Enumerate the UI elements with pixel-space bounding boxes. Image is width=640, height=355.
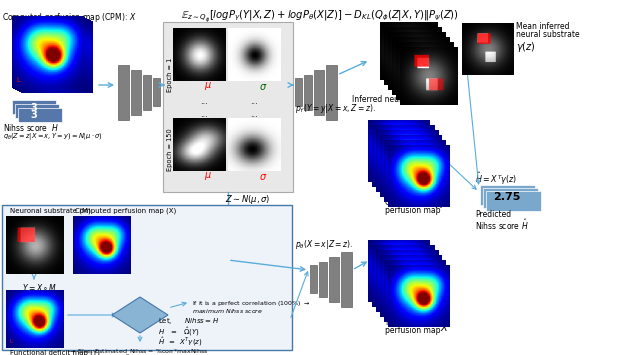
Bar bbox=[143, 75, 151, 110]
Text: $\rightarrow$ Else, Estimated_Nihss = %corr*maxNihss: $\rightarrow$ Else, Estimated_Nihss = %c… bbox=[68, 348, 209, 355]
Bar bbox=[131, 70, 141, 115]
Bar bbox=[310, 265, 317, 293]
Bar bbox=[341, 252, 352, 307]
Bar bbox=[12, 100, 56, 114]
Text: Reconstructed: Reconstructed bbox=[385, 318, 440, 327]
Text: Let,      $Nihss = H$: Let, $Nihss = H$ bbox=[158, 316, 219, 326]
Text: $\gamma(z)$: $\gamma(z)$ bbox=[516, 40, 536, 54]
Text: Inferred neural substrate: Inferred neural substrate bbox=[352, 95, 448, 104]
Bar bbox=[295, 78, 302, 106]
Bar bbox=[304, 75, 312, 110]
Text: Predicted: Predicted bbox=[475, 210, 511, 219]
Text: Computed perfusion map (X): Computed perfusion map (X) bbox=[75, 208, 176, 214]
Text: $\hat{\mathit{X}}$: $\hat{\mathit{X}}$ bbox=[440, 318, 449, 334]
Text: Mean inferred: Mean inferred bbox=[516, 22, 570, 31]
Text: perfusion map: perfusion map bbox=[385, 326, 440, 335]
Bar bbox=[153, 78, 160, 106]
Polygon shape bbox=[112, 297, 168, 333]
Text: $\sigma$: $\sigma$ bbox=[259, 82, 268, 92]
Text: Functional deficit map (Y): Functional deficit map (Y) bbox=[10, 350, 100, 355]
Text: Neuronal substrate (M): Neuronal substrate (M) bbox=[10, 208, 91, 214]
Bar bbox=[2, 205, 292, 350]
Text: ...
...: ... ... bbox=[200, 97, 208, 119]
Text: 2.75: 2.75 bbox=[493, 192, 521, 202]
Bar bbox=[483, 188, 538, 208]
Text: $p_\theta(X=x|Z=z).$: $p_\theta(X=x|Z=z).$ bbox=[295, 238, 353, 251]
Text: $\mathbb{E}_{z\sim Q_\phi}\left[logP_\gamma(Y|X,Z) + logP_\theta(X|Z)\right] - D: $\mathbb{E}_{z\sim Q_\phi}\left[logP_\ga… bbox=[181, 9, 459, 25]
Text: $Y = X \circ M$: $Y = X \circ M$ bbox=[22, 282, 58, 293]
Text: $\mu$: $\mu$ bbox=[204, 80, 212, 92]
Bar bbox=[329, 257, 339, 302]
Text: maximum $\mathit{Nihss}$ score: maximum $\mathit{Nihss}$ score bbox=[192, 307, 263, 315]
Text: L: L bbox=[372, 173, 375, 178]
Text: Epoch = 1: Epoch = 1 bbox=[167, 58, 173, 92]
Text: ...
...: ... ... bbox=[250, 97, 258, 119]
Text: perfusion map: perfusion map bbox=[385, 206, 440, 215]
Text: $\hat{H} = X^T\gamma(z)$: $\hat{H} = X^T\gamma(z)$ bbox=[475, 170, 517, 186]
Bar bbox=[163, 22, 293, 192]
Text: $\mathit{X}$: $\mathit{X}$ bbox=[435, 198, 444, 210]
Bar bbox=[326, 65, 337, 120]
Bar bbox=[314, 70, 324, 115]
Text: 3: 3 bbox=[31, 110, 37, 120]
Bar bbox=[18, 108, 62, 122]
Text: Nihss score  $\mathit{H}$: Nihss score $\mathit{H}$ bbox=[3, 122, 59, 133]
Text: L: L bbox=[10, 339, 13, 344]
Text: $q_\theta(Z=z|X=x, Y=y) = N(\mu\cdot\sigma)$: $q_\theta(Z=z|X=x, Y=y) = N(\mu\cdot\sig… bbox=[3, 131, 102, 142]
Text: L: L bbox=[372, 293, 375, 298]
Text: $\hat{H} \;\; = \;\; X^T\gamma(z)$: $\hat{H} \;\; = \;\; X^T\gamma(z)$ bbox=[158, 336, 203, 348]
Text: $Z\sim N(\mu, \sigma)$: $Z\sim N(\mu, \sigma)$ bbox=[225, 193, 271, 206]
Text: L: L bbox=[17, 77, 20, 83]
Bar bbox=[480, 185, 535, 205]
Bar bbox=[486, 191, 541, 211]
Text: $H \;\;\; = \;\;\; \hat{\Omega}(Y)$: $H \;\;\; = \;\;\; \hat{\Omega}(Y)$ bbox=[158, 326, 200, 338]
Text: Nihss score $\hat{H}$: Nihss score $\hat{H}$ bbox=[475, 218, 529, 233]
Text: Computed perfusion map (CPM): $\mathit{X}$: Computed perfusion map (CPM): $\mathit{X… bbox=[2, 11, 136, 24]
Text: 3: 3 bbox=[31, 103, 37, 113]
Text: $p_Y(Y=y|X=x, Z=z).$: $p_Y(Y=y|X=x, Z=z).$ bbox=[295, 102, 376, 115]
Bar bbox=[118, 65, 129, 120]
Text: If it is a perfect correlation (100%) $\rightarrow$: If it is a perfect correlation (100%) $\… bbox=[192, 299, 310, 308]
Text: Epoch = 150: Epoch = 150 bbox=[167, 129, 173, 171]
Text: $\mu$: $\mu$ bbox=[204, 170, 212, 182]
Text: $\sigma$: $\sigma$ bbox=[259, 172, 268, 182]
Bar bbox=[319, 262, 327, 297]
Text: Computed: Computed bbox=[385, 198, 424, 207]
Bar bbox=[15, 104, 59, 118]
Text: neural substrate: neural substrate bbox=[516, 30, 580, 39]
